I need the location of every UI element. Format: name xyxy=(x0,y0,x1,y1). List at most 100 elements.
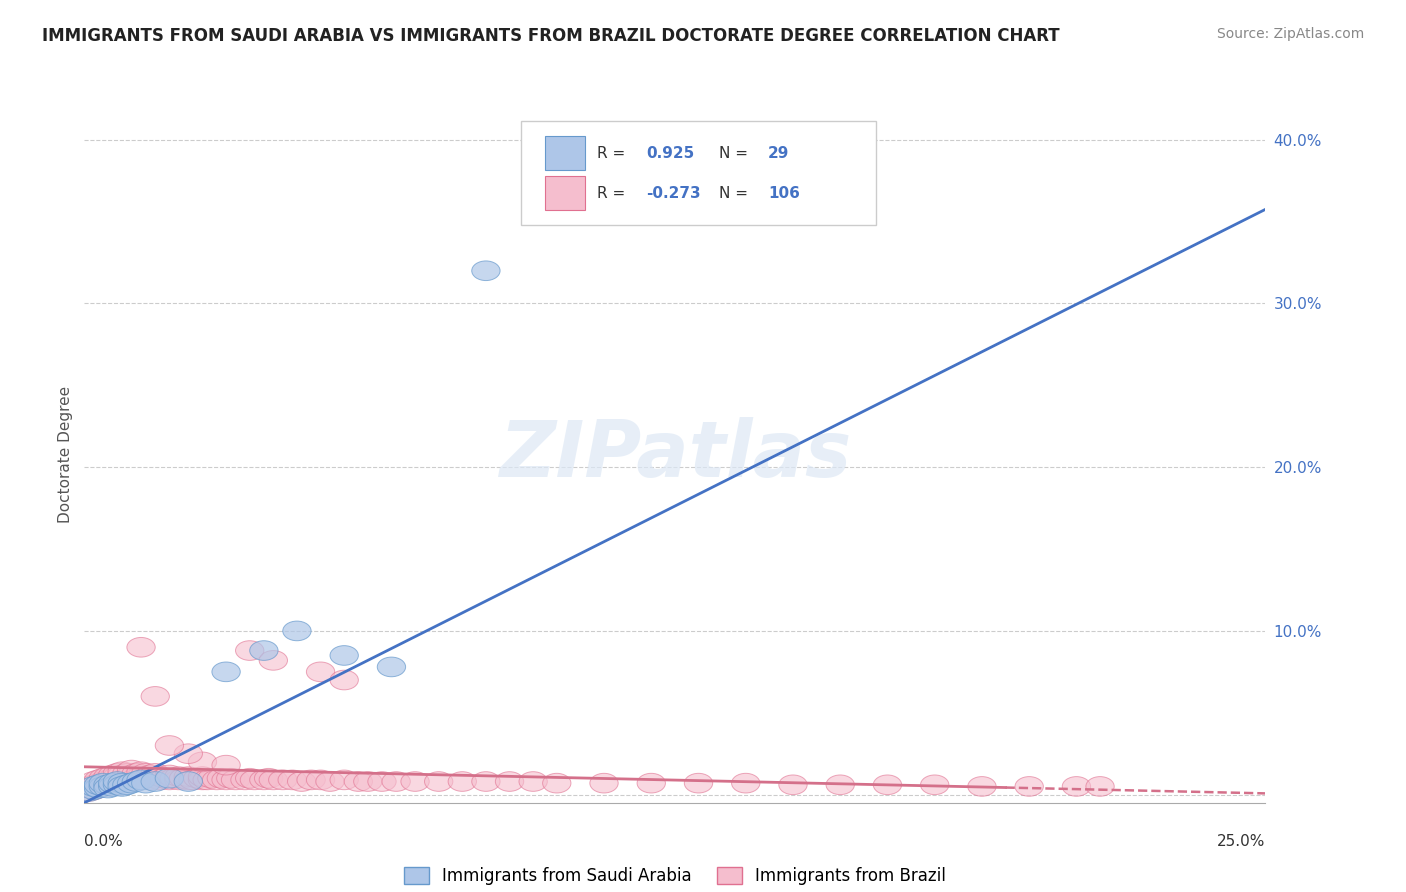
Ellipse shape xyxy=(344,772,373,791)
Ellipse shape xyxy=(188,770,217,789)
Ellipse shape xyxy=(108,770,136,789)
Ellipse shape xyxy=(112,764,141,783)
Ellipse shape xyxy=(449,772,477,791)
Ellipse shape xyxy=(150,768,179,788)
Ellipse shape xyxy=(84,778,112,797)
Ellipse shape xyxy=(250,770,278,789)
Ellipse shape xyxy=(779,775,807,795)
Ellipse shape xyxy=(368,772,396,791)
Ellipse shape xyxy=(127,762,155,781)
Ellipse shape xyxy=(146,770,174,789)
Ellipse shape xyxy=(472,261,501,281)
Ellipse shape xyxy=(98,768,127,788)
Ellipse shape xyxy=(174,744,202,764)
Ellipse shape xyxy=(75,781,103,801)
Ellipse shape xyxy=(118,760,146,780)
Ellipse shape xyxy=(122,772,150,791)
Text: 106: 106 xyxy=(768,186,800,201)
Ellipse shape xyxy=(118,765,146,785)
Ellipse shape xyxy=(155,765,184,785)
Ellipse shape xyxy=(637,773,665,793)
Ellipse shape xyxy=(84,775,112,795)
Ellipse shape xyxy=(382,772,411,791)
Ellipse shape xyxy=(316,772,344,791)
Ellipse shape xyxy=(193,770,221,789)
Text: Source: ZipAtlas.com: Source: ZipAtlas.com xyxy=(1216,27,1364,41)
Ellipse shape xyxy=(169,768,198,788)
Ellipse shape xyxy=(155,768,184,788)
Ellipse shape xyxy=(127,767,155,787)
Ellipse shape xyxy=(330,770,359,789)
Ellipse shape xyxy=(250,640,278,660)
Text: N =: N = xyxy=(718,145,752,161)
Ellipse shape xyxy=(108,765,136,785)
Ellipse shape xyxy=(94,775,122,795)
Ellipse shape xyxy=(141,768,169,788)
Text: R =: R = xyxy=(598,145,630,161)
Ellipse shape xyxy=(103,772,132,791)
Text: N =: N = xyxy=(718,186,752,201)
Ellipse shape xyxy=(118,773,146,793)
Ellipse shape xyxy=(278,770,307,789)
Ellipse shape xyxy=(146,767,174,787)
Ellipse shape xyxy=(179,770,207,789)
Ellipse shape xyxy=(89,777,118,797)
Ellipse shape xyxy=(1015,777,1043,797)
FancyBboxPatch shape xyxy=(546,176,585,211)
Text: 0.925: 0.925 xyxy=(647,145,695,161)
Ellipse shape xyxy=(84,773,112,793)
Ellipse shape xyxy=(207,768,236,788)
Ellipse shape xyxy=(155,736,184,756)
Ellipse shape xyxy=(94,778,122,797)
Ellipse shape xyxy=(165,770,193,789)
Text: ZIPatlas: ZIPatlas xyxy=(499,417,851,493)
Ellipse shape xyxy=(141,764,169,783)
Legend: Immigrants from Saudi Arabia, Immigrants from Brazil: Immigrants from Saudi Arabia, Immigrants… xyxy=(396,861,953,892)
Ellipse shape xyxy=(122,764,150,783)
Ellipse shape xyxy=(98,773,127,793)
Text: IMMIGRANTS FROM SAUDI ARABIA VS IMMIGRANTS FROM BRAZIL DOCTORATE DEGREE CORRELAT: IMMIGRANTS FROM SAUDI ARABIA VS IMMIGRAN… xyxy=(42,27,1060,45)
Ellipse shape xyxy=(118,770,146,789)
Ellipse shape xyxy=(967,777,995,797)
Ellipse shape xyxy=(136,770,165,789)
Ellipse shape xyxy=(80,780,108,799)
Ellipse shape xyxy=(259,770,287,789)
Ellipse shape xyxy=(425,772,453,791)
Ellipse shape xyxy=(236,640,264,660)
Ellipse shape xyxy=(259,650,287,670)
Ellipse shape xyxy=(212,662,240,681)
Ellipse shape xyxy=(221,770,250,789)
Ellipse shape xyxy=(873,775,901,795)
Ellipse shape xyxy=(98,773,127,793)
Ellipse shape xyxy=(591,773,619,793)
Ellipse shape xyxy=(89,773,118,793)
Ellipse shape xyxy=(1085,777,1114,797)
Ellipse shape xyxy=(231,770,259,789)
Ellipse shape xyxy=(921,775,949,795)
Ellipse shape xyxy=(543,773,571,793)
Ellipse shape xyxy=(174,770,202,789)
Ellipse shape xyxy=(188,752,217,772)
Ellipse shape xyxy=(155,770,184,789)
Ellipse shape xyxy=(98,765,127,785)
Ellipse shape xyxy=(112,775,141,795)
Ellipse shape xyxy=(103,772,132,791)
Ellipse shape xyxy=(188,767,217,787)
Ellipse shape xyxy=(80,772,108,791)
Ellipse shape xyxy=(731,773,759,793)
Ellipse shape xyxy=(354,772,382,791)
Ellipse shape xyxy=(122,768,150,788)
Ellipse shape xyxy=(236,768,264,788)
Ellipse shape xyxy=(98,777,127,797)
Ellipse shape xyxy=(401,772,429,791)
Ellipse shape xyxy=(198,768,226,788)
Ellipse shape xyxy=(330,670,359,690)
Ellipse shape xyxy=(80,780,108,799)
Ellipse shape xyxy=(141,772,169,791)
Ellipse shape xyxy=(84,770,112,789)
Ellipse shape xyxy=(94,767,122,787)
FancyBboxPatch shape xyxy=(546,136,585,170)
Ellipse shape xyxy=(136,765,165,785)
Ellipse shape xyxy=(212,756,240,775)
Ellipse shape xyxy=(254,768,283,788)
